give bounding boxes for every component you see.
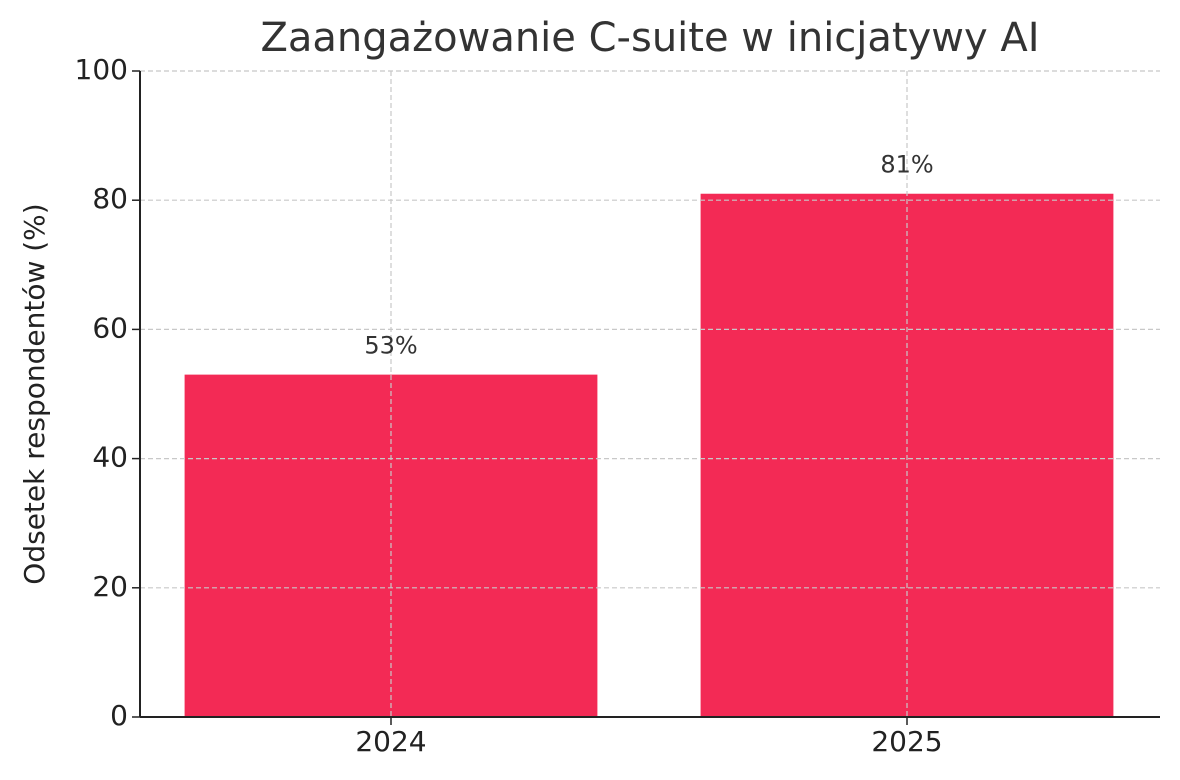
value-label: 81%	[880, 151, 933, 179]
y-axis-label: Odsetek respondentów (%)	[18, 203, 51, 584]
y-tick-label: 40	[92, 441, 128, 474]
y-tick-label: 80	[92, 182, 128, 215]
y-tick-label: 20	[92, 570, 128, 603]
chart-title: Zaangażowanie C-suite w inicjatywy AI	[260, 15, 1039, 61]
y-tick-label: 100	[75, 53, 128, 86]
value-label: 53%	[364, 332, 417, 360]
x-tick-label: 2024	[355, 725, 426, 758]
y-tick-label: 60	[92, 311, 128, 344]
y-tick-label: 0	[110, 699, 128, 732]
x-tick-label: 2025	[871, 725, 942, 758]
